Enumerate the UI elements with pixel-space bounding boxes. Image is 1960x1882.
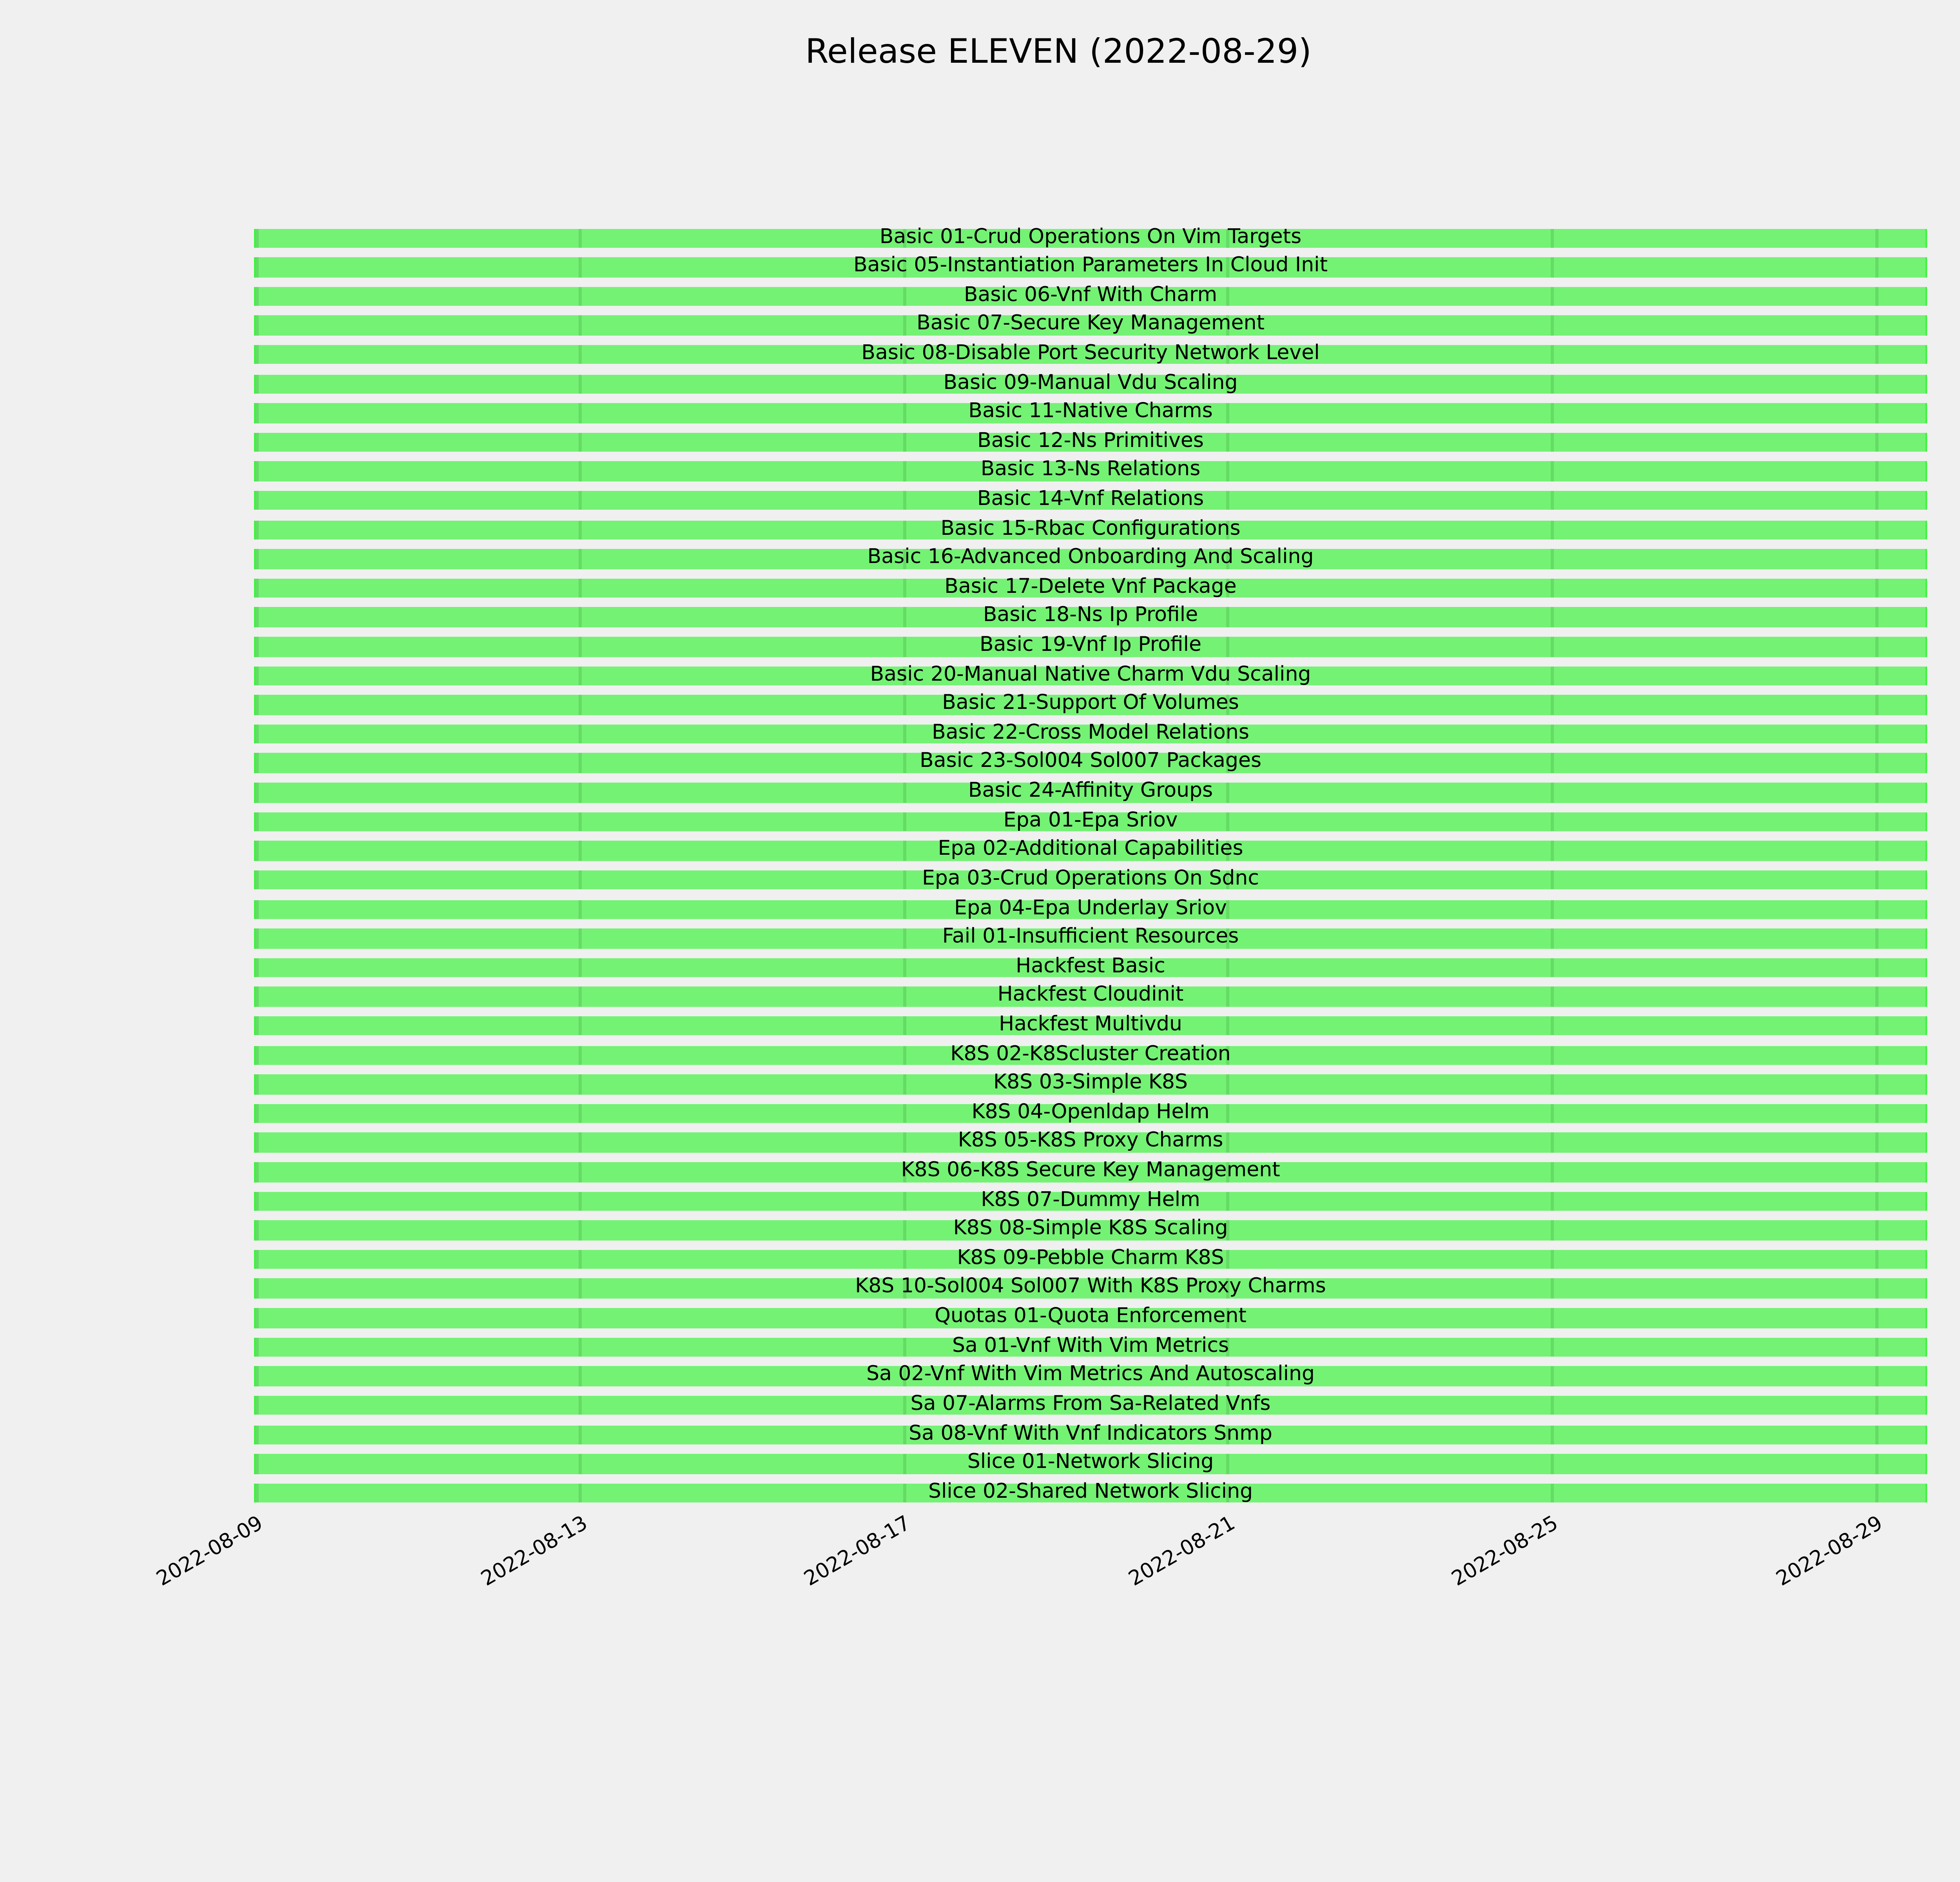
gantt-bar: K8S 06-K8S Secure Key Management bbox=[254, 1159, 1927, 1183]
x-tick-label: 2022-08-29 bbox=[1773, 1511, 1887, 1591]
bar-label: Basic 21-Support Of Volumes bbox=[942, 692, 1239, 716]
bar-label: Fail 01-Insufficient Resources bbox=[942, 925, 1239, 949]
x-tick-label: 2022-08-13 bbox=[477, 1511, 592, 1591]
bar-label: K8S 03-Simple K8S bbox=[993, 1071, 1188, 1095]
bar-label: K8S 06-K8S Secure Key Management bbox=[901, 1159, 1280, 1183]
x-tick-label: 2022-08-25 bbox=[1449, 1511, 1563, 1591]
bar-label: Slice 02-Shared Network Slicing bbox=[928, 1480, 1253, 1504]
gantt-bar: K8S 10-Sol004 Sol007 With K8S Proxy Char… bbox=[254, 1275, 1927, 1299]
gantt-bar: Basic 05-Instantiation Parameters In Clo… bbox=[254, 254, 1927, 278]
gantt-bar: Basic 09-Manual Vdu Scaling bbox=[254, 371, 1927, 395]
bar-label: K8S 04-Openldap Helm bbox=[971, 1101, 1210, 1124]
gantt-bar: Basic 11-Native Charms bbox=[254, 400, 1927, 424]
bar-label: Epa 03-Crud Operations On Sdnc bbox=[922, 867, 1259, 891]
bar-label: Basic 16-Advanced Onboarding And Scaling bbox=[867, 546, 1314, 570]
gantt-bar: Basic 16-Advanced Onboarding And Scaling bbox=[254, 546, 1927, 570]
bar-label: Basic 11-Native Charms bbox=[968, 400, 1213, 424]
gantt-bar: Sa 08-Vnf With Vnf Indicators Snmp bbox=[254, 1422, 1927, 1445]
gantt-bar: Epa 03-Crud Operations On Sdnc bbox=[254, 867, 1927, 891]
bar-label: Quotas 01-Quota Enforcement bbox=[935, 1305, 1247, 1329]
bar-label: Basic 13-Ns Relations bbox=[980, 458, 1201, 482]
gantt-bar: Hackfest Cloudinit bbox=[254, 984, 1927, 1008]
gantt-bar: Sa 01-Vnf With Vim Metrics bbox=[254, 1334, 1927, 1358]
gantt-bar: Slice 02-Shared Network Slicing bbox=[254, 1480, 1927, 1504]
gantt-bar: Epa 02-Additional Capabilities bbox=[254, 838, 1927, 862]
bar-label: Hackfest Basic bbox=[1016, 955, 1165, 978]
gantt-bar: Basic 06-Vnf With Charm bbox=[254, 283, 1927, 307]
bar-label: Sa 02-Vnf With Vim Metrics And Autoscali… bbox=[866, 1363, 1315, 1387]
gantt-bar: Slice 01-Network Slicing bbox=[254, 1451, 1927, 1475]
bar-label: Basic 14-Vnf Relations bbox=[977, 487, 1204, 511]
bar-label: K8S 09-Pebble Charm K8S bbox=[957, 1246, 1224, 1270]
bar-label: Basic 24-Affinity Groups bbox=[968, 779, 1213, 803]
gantt-bar: K8S 05-K8S Proxy Charms bbox=[254, 1130, 1927, 1154]
gantt-bar: Basic 15-Rbac Configurations bbox=[254, 517, 1927, 541]
gantt-bar: Sa 07-Alarms From Sa-Related Vnfs bbox=[254, 1392, 1927, 1416]
bar-label: Basic 19-Vnf Ip Profile bbox=[979, 634, 1201, 658]
bar-label: K8S 08-Simple K8S Scaling bbox=[953, 1217, 1228, 1241]
gantt-bar: Sa 02-Vnf With Vim Metrics And Autoscali… bbox=[254, 1363, 1927, 1387]
bar-label: Hackfest Cloudinit bbox=[997, 984, 1184, 1008]
x-tick-label: 2022-08-17 bbox=[801, 1511, 916, 1591]
bar-label: Hackfest Multivdu bbox=[999, 1013, 1182, 1037]
gantt-bar: Basic 01-Crud Operations On Vim Targets bbox=[254, 225, 1927, 249]
gantt-bar: Basic 18-Ns Ip Profile bbox=[254, 604, 1927, 628]
bar-label: Basic 23-Sol004 Sol007 Packages bbox=[920, 750, 1261, 774]
bar-label: Basic 22-Cross Model Relations bbox=[932, 721, 1249, 745]
bar-label: Basic 15-Rbac Configurations bbox=[940, 517, 1241, 541]
gantt-bar: Hackfest Basic bbox=[254, 955, 1927, 978]
gantt-bar: Basic 13-Ns Relations bbox=[254, 458, 1927, 482]
bar-label: K8S 10-Sol004 Sol007 With K8S Proxy Char… bbox=[855, 1275, 1326, 1299]
bar-label: Basic 20-Manual Native Charm Vdu Scaling bbox=[870, 663, 1311, 687]
bar-label: Basic 18-Ns Ip Profile bbox=[983, 604, 1198, 628]
bar-label: Basic 05-Instantiation Parameters In Clo… bbox=[853, 254, 1328, 278]
gantt-bar: K8S 09-Pebble Charm K8S bbox=[254, 1246, 1927, 1270]
gantt-bar: Basic 20-Manual Native Charm Vdu Scaling bbox=[254, 663, 1927, 687]
bar-label: Epa 01-Epa Sriov bbox=[1003, 808, 1178, 832]
bar-label: Sa 01-Vnf With Vim Metrics bbox=[952, 1334, 1229, 1358]
gantt-bar: Basic 22-Cross Model Relations bbox=[254, 721, 1927, 745]
page-title: Release ELEVEN (2022-08-29) bbox=[805, 33, 1312, 72]
gantt-bar: K8S 08-Simple K8S Scaling bbox=[254, 1217, 1927, 1241]
gantt-bar: Basic 24-Affinity Groups bbox=[254, 779, 1927, 803]
gantt-bar: K8S 02-K8Scluster Creation bbox=[254, 1042, 1927, 1066]
bar-label: Basic 17-Delete Vnf Package bbox=[944, 575, 1237, 599]
gantt-bar: Basic 19-Vnf Ip Profile bbox=[254, 634, 1927, 658]
x-tick-label: 2022-08-21 bbox=[1125, 1511, 1240, 1591]
bar-label: K8S 07-Dummy Helm bbox=[981, 1188, 1200, 1212]
gantt-bar: Basic 17-Delete Vnf Package bbox=[254, 575, 1927, 599]
gantt-bar: Fail 01-Insufficient Resources bbox=[254, 925, 1927, 949]
gantt-bar: K8S 04-Openldap Helm bbox=[254, 1101, 1927, 1124]
bar-label: Epa 04-Epa Underlay Sriov bbox=[954, 896, 1227, 920]
bar-label: Epa 02-Additional Capabilities bbox=[938, 838, 1243, 862]
bar-label: K8S 02-K8Scluster Creation bbox=[950, 1042, 1231, 1066]
gantt-bar: Basic 08-Disable Port Security Network L… bbox=[254, 342, 1927, 365]
bar-label: Sa 07-Alarms From Sa-Related Vnfs bbox=[910, 1392, 1271, 1416]
gantt-bar: Epa 01-Epa Sriov bbox=[254, 808, 1927, 832]
gantt-bar: K8S 03-Simple K8S bbox=[254, 1071, 1927, 1095]
bar-label: K8S 05-K8S Proxy Charms bbox=[958, 1130, 1223, 1154]
gantt-bar: Epa 04-Epa Underlay Sriov bbox=[254, 896, 1927, 920]
gantt-bar: Quotas 01-Quota Enforcement bbox=[254, 1305, 1927, 1329]
gantt-bar: Basic 21-Support Of Volumes bbox=[254, 692, 1927, 716]
gantt-bar: Basic 12-Ns Primitives bbox=[254, 429, 1927, 453]
gantt-bar: Basic 14-Vnf Relations bbox=[254, 487, 1927, 511]
gantt-bar: Hackfest Multivdu bbox=[254, 1013, 1927, 1037]
bar-label: Basic 07-Secure Key Management bbox=[916, 312, 1265, 336]
bar-label: Basic 01-Crud Operations On Vim Targets bbox=[879, 225, 1302, 249]
gantt-bar: Basic 23-Sol004 Sol007 Packages bbox=[254, 750, 1927, 774]
bar-label: Slice 01-Network Slicing bbox=[967, 1451, 1214, 1475]
bar-label: Sa 08-Vnf With Vnf Indicators Snmp bbox=[909, 1422, 1272, 1445]
bar-label: Basic 08-Disable Port Security Network L… bbox=[861, 342, 1320, 365]
gantt-bar: Basic 07-Secure Key Management bbox=[254, 312, 1927, 336]
bar-label: Basic 12-Ns Primitives bbox=[977, 429, 1204, 453]
gantt-bar: K8S 07-Dummy Helm bbox=[254, 1188, 1927, 1212]
bar-label: Basic 06-Vnf With Charm bbox=[964, 283, 1218, 307]
x-tick-label: 2022-08-09 bbox=[153, 1511, 268, 1591]
bar-label: Basic 09-Manual Vdu Scaling bbox=[943, 371, 1238, 395]
